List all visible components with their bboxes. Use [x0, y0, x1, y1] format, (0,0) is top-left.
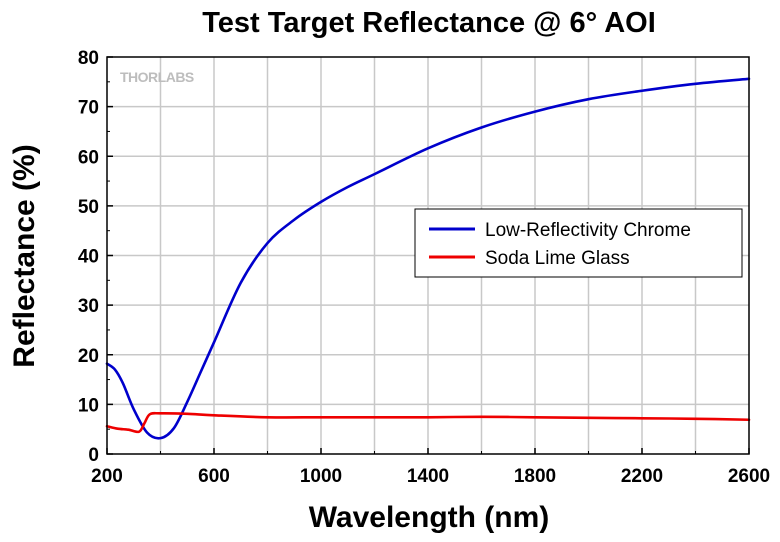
legend-label-glass: Soda Lime Glass — [485, 248, 630, 269]
y-tick-label: 10 — [78, 395, 99, 416]
legend: Low-Reflectivity Chrome Soda Lime Glass — [414, 208, 743, 278]
thorlabs-watermark: THORLABS — [120, 69, 194, 85]
y-tick-label: 40 — [78, 247, 99, 268]
axes: 200 600 1000 1400 1800 2200 2600 0 10 20 30 40 50 60 7… — [78, 48, 770, 487]
y-tick-label: 80 — [78, 48, 99, 69]
chart-title: Test Target Reflectance @ 6° AOI — [202, 7, 656, 39]
y-tick-label: 60 — [78, 147, 99, 168]
x-axis-label: Wavelength (nm) — [309, 501, 550, 534]
x-tick-label: 1400 — [407, 466, 449, 487]
y-tick-label: 70 — [78, 98, 99, 119]
x-tick-label: 200 — [91, 466, 123, 487]
legend-box — [414, 208, 743, 278]
y-tick-label: 30 — [78, 296, 99, 317]
legend-label-chrome: Low-Reflectivity Chrome — [485, 220, 691, 241]
x-tick-label: 600 — [198, 466, 230, 487]
y-tick-label: 50 — [78, 197, 99, 218]
x-tick-label: 1000 — [300, 466, 342, 487]
y-axis-label: Reflectance (%) — [8, 144, 41, 367]
y-tick-label: 20 — [78, 346, 99, 367]
x-tick-label: 1800 — [514, 466, 556, 487]
y-tick-label: 0 — [88, 445, 99, 466]
series-lines — [105, 77, 751, 440]
series-line-soda-lime-glass — [105, 411, 751, 434]
x-tick-label: 2200 — [621, 466, 663, 487]
x-tick-label: 2600 — [728, 466, 770, 487]
